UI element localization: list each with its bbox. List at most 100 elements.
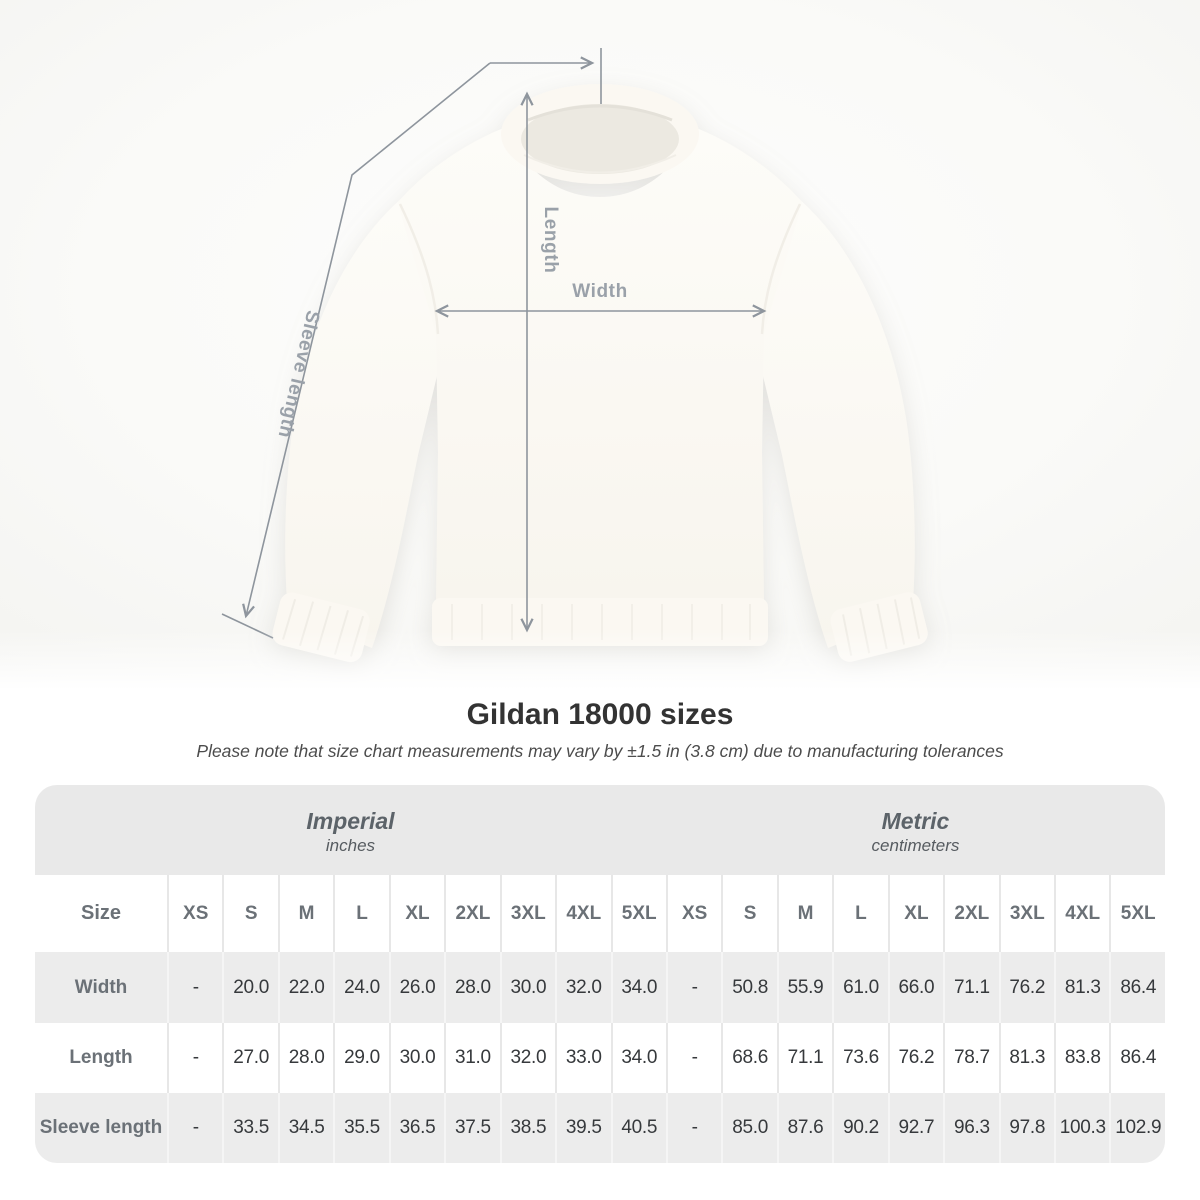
value-cell: - [167, 952, 223, 1023]
value-cell: 29.0 [333, 1022, 389, 1093]
value-cell: - [665, 952, 722, 1023]
width-label: Width [572, 281, 628, 302]
size-col-header: XL [887, 875, 944, 953]
size-col-header: 2XL [943, 875, 999, 953]
value-cell: 85.0 [721, 1092, 777, 1163]
size-col-header: 3XL [499, 875, 556, 953]
unit-group-row: Imperial inches Metric centimeters [35, 785, 1165, 876]
size-col-header: XS [665, 875, 722, 953]
value-cell: 38.5 [499, 1092, 556, 1163]
value-cell: 97.8 [998, 1092, 1054, 1163]
value-cell: 81.3 [998, 1022, 1054, 1093]
value-cell: 87.6 [776, 1092, 833, 1163]
value-cell: 20.0 [222, 952, 278, 1023]
value-cell: 37.5 [444, 1092, 500, 1163]
sweatshirt-diagram: Length Width Sleeve length [221, 48, 928, 663]
imperial-group-header: Imperial inches [35, 785, 666, 876]
value-cell: - [167, 1092, 223, 1163]
value-cell: 36.5 [388, 1092, 445, 1163]
value-cell: 86.4 [1109, 1022, 1165, 1093]
product-photo-area: Length Width Sleeve length [0, 0, 1200, 690]
size-col-header: M [776, 875, 833, 953]
value-cell: 22.0 [277, 952, 334, 1023]
value-cell: 86.4 [1109, 952, 1165, 1023]
tolerance-note: Please note that size chart measurements… [196, 741, 1004, 761]
value-cell: 76.2 [998, 952, 1054, 1023]
value-cell: 40.5 [610, 1092, 666, 1163]
value-cell: 71.1 [943, 952, 999, 1023]
row-label: Length [35, 1022, 167, 1093]
value-cell: 83.8 [1054, 1022, 1110, 1093]
value-cell: - [665, 1022, 722, 1093]
cuff-end-tick [221, 613, 274, 639]
value-cell: 30.0 [499, 952, 556, 1023]
value-cell: 24.0 [333, 952, 389, 1023]
size-col-header: S [222, 875, 278, 953]
value-cell: 81.3 [1054, 952, 1110, 1023]
value-cell: 68.6 [721, 1022, 777, 1093]
value-cell: 100.3 [1054, 1092, 1110, 1163]
measurement-lines [221, 48, 767, 639]
value-cell: 32.0 [555, 952, 611, 1023]
page-title: Gildan 18000 sizes [466, 698, 734, 731]
value-cell: 102.9 [1109, 1092, 1165, 1163]
size-col-header: 3XL [998, 875, 1054, 953]
value-cell: 30.0 [388, 1022, 445, 1093]
row-label: Sleeve length [35, 1092, 167, 1163]
size-col-header: 5XL [610, 875, 666, 953]
sweatshirt-illustration [272, 84, 928, 663]
caption-block: Gildan 18000 sizes Please note that size… [0, 698, 1200, 762]
size-col-header: 4XL [555, 875, 611, 953]
value-cell: 27.0 [222, 1022, 278, 1093]
value-cell: 28.0 [277, 1022, 334, 1093]
imperial-unit: inches [325, 835, 376, 855]
value-cell: 32.0 [499, 1022, 556, 1093]
value-cell: 31.0 [444, 1022, 500, 1093]
size-chart-container: Imperial inches Metric centimeters Size … [35, 785, 1165, 1163]
size-col-header: L [832, 875, 888, 953]
size-col-header: S [721, 875, 777, 953]
size-col-header: 5XL [1109, 875, 1165, 953]
size-header-row: Size XS S M L XL 2XL 3XL 4XL 5XL XS S M … [35, 875, 1165, 953]
size-col-header: XL [388, 875, 445, 953]
value-cell: 73.6 [832, 1022, 888, 1093]
value-cell: 34.5 [277, 1092, 334, 1163]
value-cell: 34.0 [610, 952, 666, 1023]
value-cell: 96.3 [943, 1092, 999, 1163]
value-cell: 61.0 [832, 952, 888, 1023]
value-cell: 92.7 [887, 1092, 944, 1163]
value-cell: 35.5 [333, 1092, 389, 1163]
size-col-header: L [333, 875, 389, 953]
row-label: Width [35, 952, 167, 1023]
value-cell: 39.5 [555, 1092, 611, 1163]
table-row-length: Length - 27.0 28.0 29.0 30.0 31.0 32.0 3… [35, 1022, 1165, 1093]
sleeve-measure-line [242, 62, 491, 619]
size-col-header: 2XL [444, 875, 500, 953]
value-cell: 34.0 [610, 1022, 666, 1093]
table-row-width: Width - 20.0 22.0 24.0 26.0 28.0 30.0 32… [35, 952, 1165, 1023]
value-cell: 28.0 [444, 952, 500, 1023]
value-cell: 71.1 [776, 1022, 833, 1093]
imperial-label: Imperial [306, 807, 395, 834]
size-col-header: XS [167, 875, 223, 953]
value-cell: 33.0 [555, 1022, 611, 1093]
metric-label: Metric [881, 807, 950, 834]
corner-header: Size [35, 875, 167, 953]
value-cell: 55.9 [776, 952, 833, 1023]
value-cell: 66.0 [887, 952, 944, 1023]
table-row-sleeve-length: Sleeve length - 33.5 34.5 35.5 36.5 37.5… [35, 1092, 1165, 1163]
value-cell: - [665, 1092, 722, 1163]
value-cell: 76.2 [887, 1022, 944, 1093]
value-cell: 33.5 [222, 1092, 278, 1163]
metric-unit: centimeters [871, 835, 960, 855]
value-cell: 78.7 [943, 1022, 999, 1093]
value-cell: 90.2 [832, 1092, 888, 1163]
value-cell: 50.8 [721, 952, 777, 1023]
size-chart-table: Imperial inches Metric centimeters Size … [35, 785, 1165, 1163]
value-cell: 26.0 [388, 952, 445, 1023]
value-cell: - [167, 1022, 223, 1093]
metric-group-header: Metric centimeters [665, 785, 1165, 876]
size-col-header: 4XL [1054, 875, 1110, 953]
length-label: Length [540, 207, 561, 274]
